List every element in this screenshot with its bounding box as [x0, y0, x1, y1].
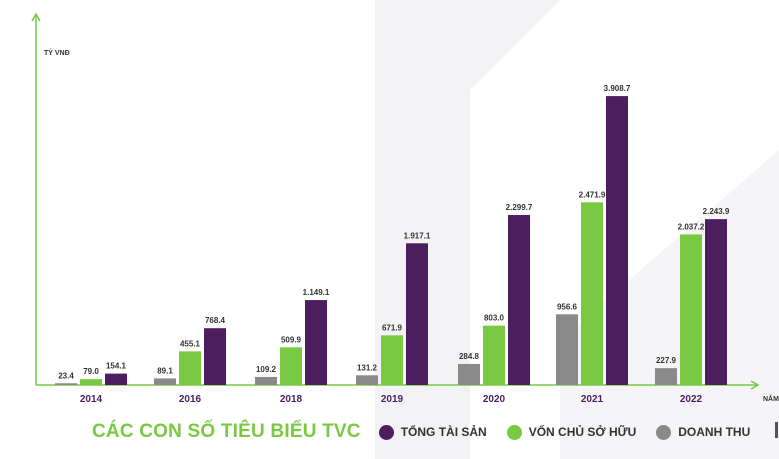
bar-2019-2 — [406, 243, 428, 385]
data-label-2021-1: 2.471.9 — [579, 190, 606, 199]
chart-legend: CÁC CON SỐ TIÊU BIỂU TVC TỔNG TÀI SẢN VỐ… — [92, 421, 770, 443]
data-label-2021-0: 956.6 — [557, 302, 578, 311]
bar-2021-1 — [581, 202, 603, 385]
edge-divider — [775, 422, 778, 438]
bar-2021-2 — [606, 96, 628, 386]
chart-title: CÁC CON SỐ TIÊU BIỂU TVC — [92, 421, 361, 442]
data-label-2021-2: 3.908.7 — [604, 84, 631, 93]
x-tick-label-2021: 2021 — [581, 394, 604, 405]
data-label-2018-1: 509.9 — [281, 335, 302, 344]
bar-2020-1 — [483, 325, 505, 385]
y-axis-arrow — [31, 12, 41, 22]
x-tick-label-2014: 2014 — [80, 394, 103, 405]
bar-2020-2 — [508, 215, 530, 385]
bar-2020-0 — [458, 363, 480, 385]
legend-label-total-assets: TỔNG TÀI SẢN — [400, 425, 487, 439]
legend-label-revenue: DOANH THU — [678, 425, 751, 439]
bar-2014-0 — [55, 383, 77, 385]
data-label-2020-0: 284.8 — [459, 352, 480, 361]
legend-item-revenue: DOANH THU — [656, 424, 751, 440]
legend-item-equity: VỐN CHỦ SỞ HỮU — [506, 424, 637, 440]
bar-2014-1 — [80, 379, 102, 385]
legend-swatch-revenue — [656, 424, 672, 440]
data-label-2018-2: 1.149.1 — [303, 288, 330, 297]
data-label-2016-0: 89.1 — [157, 366, 173, 375]
bar-2019-1 — [381, 335, 403, 385]
data-label-2020-1: 803.0 — [484, 314, 505, 323]
bar-2018-2 — [305, 300, 327, 385]
legend-swatch-equity — [506, 424, 522, 440]
x-axis-label: NĂM — [763, 394, 779, 403]
bar-2018-0 — [255, 376, 277, 385]
data-label-2022-0: 227.9 — [656, 356, 677, 365]
bar-2016-2 — [204, 328, 226, 385]
data-label-2022-1: 2.037.2 — [678, 222, 705, 231]
x-axis-arrow — [750, 380, 760, 390]
bar-2019-0 — [356, 375, 378, 385]
data-label-2018-0: 109.2 — [256, 365, 277, 374]
legend-item-total-assets: TỔNG TÀI SẢN — [378, 424, 487, 440]
x-tick-label-2020: 2020 — [483, 394, 506, 405]
data-label-2014-2: 154.1 — [106, 362, 127, 371]
legend-label-equity: VỐN CHỦ SỞ HỮU — [528, 425, 637, 439]
x-tick-label-2019: 2019 — [381, 394, 404, 405]
bar-2021-0 — [556, 314, 578, 385]
data-label-2019-2: 1.917.1 — [404, 231, 431, 240]
data-label-2019-1: 671.9 — [382, 323, 403, 332]
bar-2018-1 — [280, 347, 302, 385]
x-tick-label-2022: 2022 — [680, 394, 703, 405]
data-label-2014-1: 79.0 — [83, 367, 99, 376]
x-tick-label-2018: 2018 — [280, 394, 303, 405]
bar-2016-1 — [179, 351, 201, 385]
bar-2022-1 — [680, 234, 702, 385]
data-label-2016-2: 768.4 — [205, 316, 226, 325]
bar-2016-0 — [154, 378, 176, 385]
data-label-2016-1: 455.1 — [180, 339, 201, 348]
x-tick-label-2016: 2016 — [179, 394, 202, 405]
legend-swatch-total-assets — [378, 424, 394, 440]
data-label-2019-0: 131.2 — [357, 363, 378, 372]
bar-2014-2 — [105, 373, 127, 385]
data-label-2022-2: 2.243.9 — [703, 207, 730, 216]
bar-2022-2 — [705, 219, 727, 385]
data-label-2020-2: 2.299.7 — [506, 203, 533, 212]
y-axis-label: TỶ VNĐ — [44, 48, 70, 57]
bar-2022-0 — [655, 368, 677, 385]
data-label-2014-0: 23.4 — [58, 371, 74, 380]
